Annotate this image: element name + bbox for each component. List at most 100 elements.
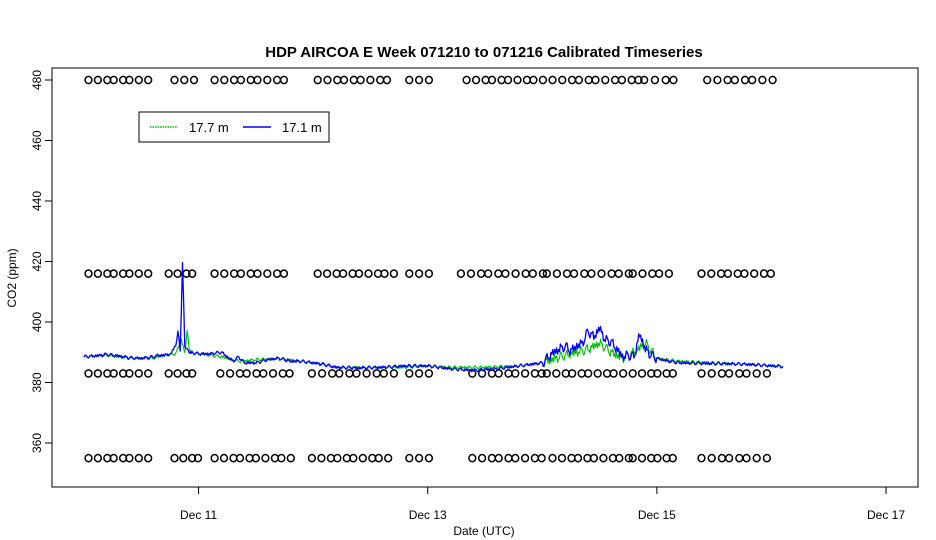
flag-marker	[286, 453, 295, 463]
flag-marker	[210, 269, 219, 278]
flag-marker	[93, 269, 103, 278]
flag-marker	[487, 75, 497, 85]
flag-marker	[242, 369, 251, 378]
flag-marker	[379, 369, 388, 378]
flag-marker	[236, 75, 246, 85]
flag-marker	[424, 369, 434, 378]
flag-marker	[624, 269, 633, 278]
flag-marker	[538, 269, 548, 278]
flag-marker	[730, 75, 739, 85]
flag-marker	[557, 453, 567, 463]
series-lines	[83, 261, 784, 373]
flag-marker	[511, 369, 520, 378]
flag-marker	[253, 269, 262, 278]
flag-marker	[210, 75, 219, 85]
flag-marker	[614, 269, 623, 278]
flag-marker	[144, 369, 153, 378]
flag-marker	[268, 369, 278, 378]
flag-marker	[225, 369, 235, 378]
flag-marker	[477, 453, 487, 463]
flag-marker	[628, 453, 637, 463]
flag-marker	[382, 75, 392, 85]
flag-marker	[188, 269, 197, 278]
flag-marker	[748, 75, 757, 85]
flag-marker	[219, 453, 229, 463]
plot-frame	[51, 67, 919, 488]
y-tick-label: 460	[30, 130, 44, 150]
series-line-17-1m	[83, 261, 784, 373]
flag-marker	[552, 269, 562, 278]
flag-marker	[109, 75, 118, 85]
flag-marker	[503, 75, 513, 85]
flag-marker	[235, 453, 245, 463]
flag-marker	[134, 453, 143, 463]
flag-marker	[752, 453, 761, 463]
flag-marker	[405, 369, 414, 378]
flag-marker	[424, 269, 434, 278]
flag-marker	[170, 75, 179, 85]
flag-marker	[599, 453, 608, 463]
flag-marker	[134, 369, 143, 378]
flag-marker	[528, 269, 537, 278]
flag-marker	[591, 75, 600, 85]
flag-marker	[638, 269, 647, 278]
flag-marker	[109, 269, 118, 278]
y-tick-label: 360	[30, 433, 44, 453]
flag-marker	[511, 269, 520, 278]
flag-marker	[634, 75, 643, 85]
flag-marker	[462, 75, 471, 85]
flag-marker	[609, 369, 618, 378]
flag-marker	[164, 369, 173, 378]
flag-marker	[628, 369, 637, 378]
flag-marker	[669, 75, 678, 85]
flag-marker	[628, 269, 637, 278]
flag-marker	[468, 369, 477, 378]
flag-marker	[313, 75, 322, 85]
flag-marker	[236, 269, 246, 278]
flag-marker	[261, 453, 270, 463]
flag-marker	[405, 269, 414, 278]
flag-marker	[279, 75, 289, 85]
flag-marker	[405, 75, 414, 85]
flag-marker	[707, 453, 716, 463]
flag-marker	[263, 75, 272, 85]
flag-marker	[697, 269, 706, 278]
flag-marker	[307, 453, 317, 463]
flag-marker	[414, 369, 424, 378]
flag-marker	[548, 453, 557, 463]
flag-marker	[542, 369, 551, 378]
flag-marker	[723, 269, 733, 278]
flag-marker	[362, 369, 371, 378]
flag-marker	[597, 269, 606, 278]
flag-marker	[285, 369, 294, 378]
flag-marker	[484, 269, 493, 278]
chart-title: HDP AIRCOA E Week 071210 to 071216 Calib…	[265, 44, 702, 61]
x-axis: Dec 11 Dec 13 Dec 15 Dec 17	[180, 487, 905, 522]
flag-marker	[374, 453, 383, 463]
flag-marker	[471, 75, 481, 85]
flag-marker	[179, 453, 188, 463]
flag-marker	[333, 453, 342, 463]
y-tick-label: 420	[30, 251, 44, 271]
flag-marker	[279, 269, 289, 278]
flag-marker	[134, 75, 143, 85]
flag-marker	[352, 369, 361, 378]
flag-marker	[766, 269, 775, 278]
flag-marker	[338, 269, 348, 278]
flag-marker	[323, 75, 332, 85]
flag-marker	[697, 369, 706, 378]
flag-marker	[501, 269, 510, 278]
flag-marker	[84, 369, 93, 378]
flag-marker	[259, 369, 268, 378]
x-axis-label: Date (UTC)	[453, 524, 514, 538]
flag-marker	[210, 453, 219, 463]
flag-marker	[187, 453, 197, 463]
y-tick-label: 440	[30, 191, 44, 211]
x-tick-label: Dec 11	[180, 508, 217, 522]
flag-marker	[601, 75, 610, 85]
flag-marker	[768, 75, 777, 85]
flag-marker	[653, 453, 662, 463]
x-tick-label: Dec 13	[409, 508, 447, 522]
flag-marker	[216, 369, 225, 378]
